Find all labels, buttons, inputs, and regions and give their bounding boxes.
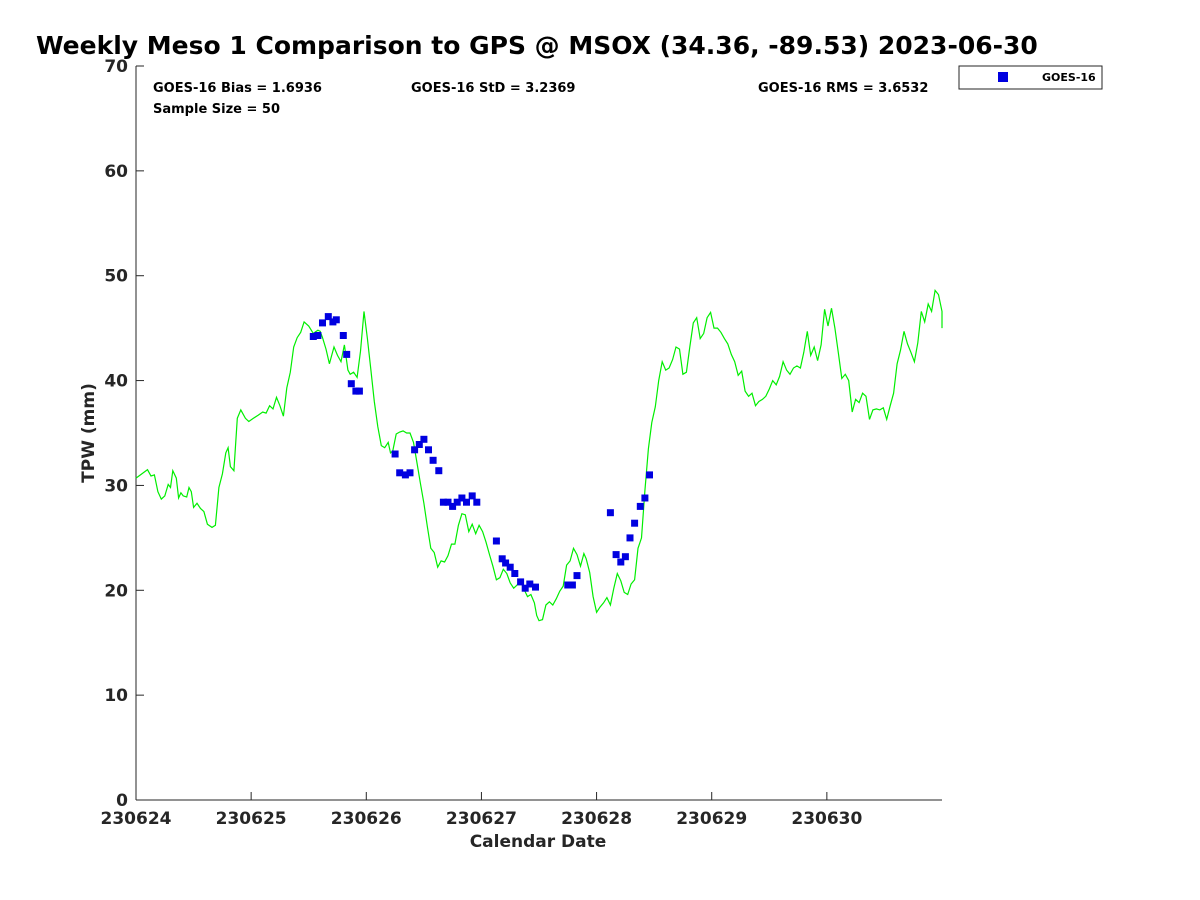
y-tick-label: 0: [116, 791, 128, 811]
goes16-point: [626, 534, 634, 542]
goes16-point: [343, 350, 351, 358]
y-tick-label: 50: [104, 267, 128, 287]
x-tick-label: 230628: [561, 809, 632, 829]
goes16-point: [314, 332, 322, 339]
goes16-point: [631, 519, 639, 527]
goes16-point: [453, 498, 461, 506]
legend: GOES-16: [958, 65, 1103, 90]
goes16-point: [391, 450, 399, 458]
goes16-point: [425, 446, 432, 454]
x-tick-label: 230629: [676, 809, 747, 829]
goes16-point: [646, 471, 653, 479]
x-tick-label: 230630: [791, 809, 862, 829]
gps-series: [135, 288, 943, 622]
sample-size-stat: Sample Size = 50: [153, 102, 280, 117]
goes16-point: [411, 446, 419, 454]
y-axis-label: TPW (mm): [79, 383, 99, 483]
goes16-point: [458, 494, 466, 502]
goes16-point: [492, 537, 500, 545]
goes16-point: [517, 578, 525, 586]
goes16-point: [573, 572, 581, 580]
goes16-point: [332, 316, 340, 324]
goes16-point: [612, 551, 620, 559]
x-axis-ticks: 230624 230625 230626 230627 230628 230629 2306…: [101, 792, 863, 829]
y-tick-label: 30: [104, 476, 128, 496]
bias-stat: GOES-16 Bias = 1.6936: [153, 81, 322, 96]
x-tick-label: 230627: [446, 809, 517, 829]
goes16-point: [636, 502, 644, 510]
y-tick-label: 10: [104, 686, 128, 706]
goes16-point: [439, 498, 447, 506]
goes16-point: [511, 570, 519, 577]
goes16-series: [309, 313, 653, 592]
goes16-point: [309, 333, 317, 340]
goes16-point: [347, 380, 355, 388]
legend-box: [958, 65, 1103, 90]
goes16-point: [429, 456, 437, 464]
goes16-point: [406, 469, 414, 477]
goes16-point: [324, 313, 332, 321]
goes16-point: [606, 509, 614, 517]
goes16-point: [521, 584, 529, 592]
goes16-point: [449, 502, 457, 510]
goes16-point: [526, 580, 534, 588]
goes16-point: [396, 469, 404, 477]
goes16-point: [444, 498, 452, 506]
goes16-point: [319, 319, 326, 327]
goes16-point: [415, 441, 423, 448]
plot-background: [136, 66, 942, 800]
y-tick-label: 20: [104, 581, 128, 601]
goes16-point: [617, 558, 625, 566]
goes16-point: [355, 387, 363, 395]
goes16-point: [463, 498, 470, 506]
rms-stat: GOES-16 RMS = 3.6532: [758, 81, 928, 96]
goes16-point: [506, 563, 514, 571]
x-tick-label: 230626: [331, 809, 402, 829]
goes16-point: [621, 553, 629, 561]
goes16-point: [339, 332, 347, 339]
y-tick-label: 40: [104, 372, 128, 392]
x-tick-label: 230625: [216, 809, 287, 829]
legend-marker-square: [998, 72, 1008, 82]
goes16-point: [401, 471, 409, 479]
goes16-point: [498, 555, 506, 563]
chart-title: Weekly Meso 1 Comparison to GPS @ MSOX (…: [36, 31, 1038, 60]
goes16-point: [568, 581, 576, 589]
goes16-point: [641, 494, 649, 502]
x-tick-label: 230624: [101, 809, 172, 829]
gps-line: [135, 288, 943, 622]
x-axis-label: Calendar Date: [470, 832, 607, 852]
goes16-point: [473, 498, 481, 506]
y-tick-label: 70: [104, 57, 128, 77]
goes16-point: [468, 492, 476, 500]
goes16-point: [420, 435, 428, 443]
goes16-point: [564, 581, 572, 589]
y-tick-label: 60: [104, 162, 128, 182]
goes16-point: [532, 583, 539, 591]
goes16-point: [502, 559, 510, 567]
plot-area: [135, 66, 943, 801]
y-axis-ticks: 0 10 20 30 40 50 60 70: [104, 57, 144, 811]
std-stat: GOES-16 StD = 3.2369: [411, 81, 575, 96]
goes16-point: [435, 467, 443, 475]
legend-label: GOES-16: [1042, 71, 1096, 84]
